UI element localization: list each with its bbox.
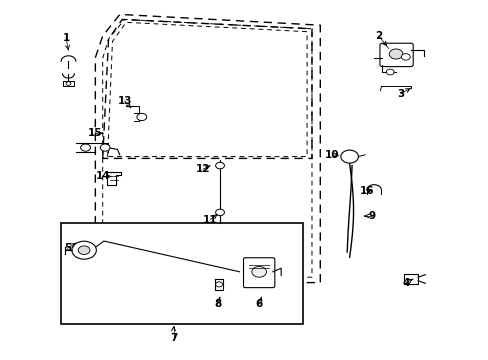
Text: 13: 13 [117,96,132,106]
Text: 3: 3 [397,89,404,99]
Circle shape [215,209,224,216]
Text: 16: 16 [359,186,373,196]
FancyBboxPatch shape [243,258,274,288]
Bar [61,223,303,324]
Circle shape [340,150,358,163]
Circle shape [251,266,266,277]
Text: 9: 9 [367,211,374,221]
Circle shape [66,82,71,85]
Circle shape [81,144,90,151]
Circle shape [215,162,224,169]
FancyBboxPatch shape [379,43,412,67]
Circle shape [215,282,222,287]
Text: 12: 12 [195,164,210,174]
Circle shape [386,69,393,75]
Text: 7: 7 [169,333,177,343]
Text: 10: 10 [325,150,339,160]
Text: 11: 11 [203,215,217,225]
Text: 6: 6 [255,299,262,309]
Text: 2: 2 [375,31,382,41]
Text: 4: 4 [401,278,409,288]
Circle shape [78,246,90,255]
Circle shape [137,113,146,121]
Text: 14: 14 [95,171,110,181]
Text: 5: 5 [64,243,71,253]
Text: 15: 15 [88,128,102,138]
Circle shape [72,241,96,259]
Circle shape [388,49,402,59]
Text: 8: 8 [214,299,221,309]
Circle shape [401,54,409,60]
Text: 1: 1 [62,33,69,43]
Circle shape [100,144,110,151]
